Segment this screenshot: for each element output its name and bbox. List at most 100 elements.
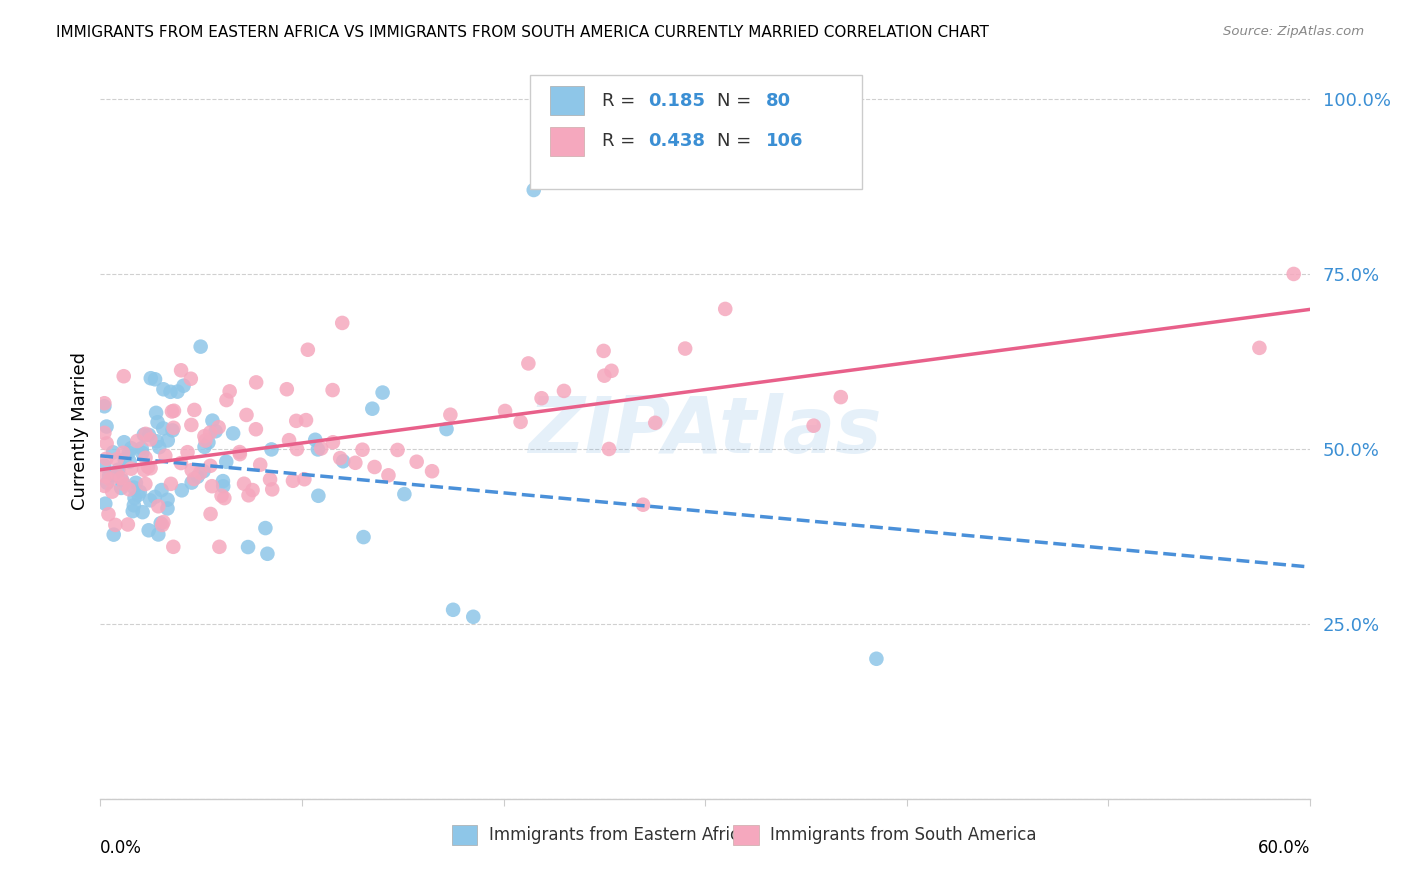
Point	[148, 500, 170, 514]
Point	[101, 484, 124, 499]
Point	[96, 475, 118, 490]
FancyBboxPatch shape	[550, 127, 583, 156]
Point	[249, 458, 271, 472]
Text: R =: R =	[602, 132, 641, 150]
Point	[114, 452, 136, 467]
Point	[242, 483, 264, 497]
Point	[215, 455, 238, 469]
Point	[197, 435, 219, 450]
Point	[139, 493, 162, 508]
Point	[211, 489, 233, 503]
Point	[215, 393, 238, 408]
Point	[131, 505, 153, 519]
Point	[254, 521, 277, 535]
Text: 80: 80	[765, 92, 790, 110]
Point	[190, 340, 212, 354]
Point	[332, 454, 354, 468]
Point	[329, 451, 352, 466]
Text: R =: R =	[602, 92, 641, 110]
Point	[530, 391, 553, 405]
Point	[295, 413, 318, 427]
Point	[193, 464, 215, 478]
Point	[138, 428, 160, 442]
Point	[98, 472, 121, 486]
Point	[125, 475, 148, 490]
Point	[260, 442, 283, 457]
Point	[278, 433, 301, 447]
Point	[228, 445, 250, 459]
Point	[110, 481, 132, 495]
FancyBboxPatch shape	[550, 87, 583, 115]
Point	[107, 463, 129, 477]
Point	[183, 403, 205, 417]
Point	[145, 434, 167, 449]
Point	[152, 382, 174, 396]
Point	[436, 422, 458, 436]
Point	[214, 491, 236, 505]
Point	[112, 369, 135, 384]
Point	[371, 385, 394, 400]
Point	[146, 415, 169, 429]
Text: 0.185: 0.185	[648, 92, 706, 110]
Point	[96, 419, 118, 434]
Point	[110, 471, 132, 485]
Point	[236, 540, 259, 554]
Point	[198, 425, 221, 440]
Text: Immigrants from Eastern Africa: Immigrants from Eastern Africa	[488, 826, 749, 844]
Point	[155, 449, 177, 463]
Point	[160, 476, 183, 491]
Point	[865, 652, 887, 666]
Point	[173, 378, 195, 392]
Point	[104, 517, 127, 532]
Point	[238, 488, 260, 502]
Point	[644, 416, 666, 430]
Point	[207, 420, 229, 434]
Text: 0.0%: 0.0%	[100, 838, 142, 857]
Point	[136, 459, 159, 474]
Point	[93, 425, 115, 440]
Point	[131, 442, 153, 456]
Point	[143, 490, 166, 504]
Point	[139, 433, 162, 447]
Point	[233, 476, 256, 491]
Point	[150, 483, 173, 497]
Point	[285, 414, 308, 428]
Point	[93, 396, 115, 410]
Point	[830, 390, 852, 404]
Point	[128, 484, 150, 499]
Point	[188, 466, 211, 480]
Point	[162, 423, 184, 437]
Text: Immigrants from South America: Immigrants from South America	[769, 826, 1036, 844]
Point	[97, 508, 120, 522]
Point	[309, 442, 332, 456]
Point	[494, 404, 516, 418]
Point	[143, 372, 166, 386]
Point	[222, 426, 245, 441]
Point	[420, 464, 443, 478]
Point	[218, 384, 240, 399]
Text: 106: 106	[765, 132, 803, 150]
Point	[307, 489, 329, 503]
Point	[150, 518, 173, 533]
Point	[285, 442, 308, 456]
Point	[200, 507, 222, 521]
Point	[193, 429, 215, 443]
Point	[163, 404, 186, 418]
Point	[363, 460, 385, 475]
Point	[176, 445, 198, 459]
Text: 60.0%: 60.0%	[1257, 838, 1310, 857]
Point	[134, 463, 156, 477]
Point	[122, 481, 145, 495]
Point	[101, 445, 124, 459]
Text: N =: N =	[717, 92, 758, 110]
Y-axis label: Currently Married: Currently Married	[72, 352, 89, 510]
Point	[112, 446, 135, 460]
Text: 0.438: 0.438	[648, 132, 706, 150]
Point	[441, 603, 464, 617]
Point	[124, 491, 146, 505]
Point	[235, 408, 257, 422]
Point	[281, 474, 304, 488]
Point	[361, 401, 384, 416]
Point	[103, 468, 125, 483]
Point	[259, 472, 281, 486]
